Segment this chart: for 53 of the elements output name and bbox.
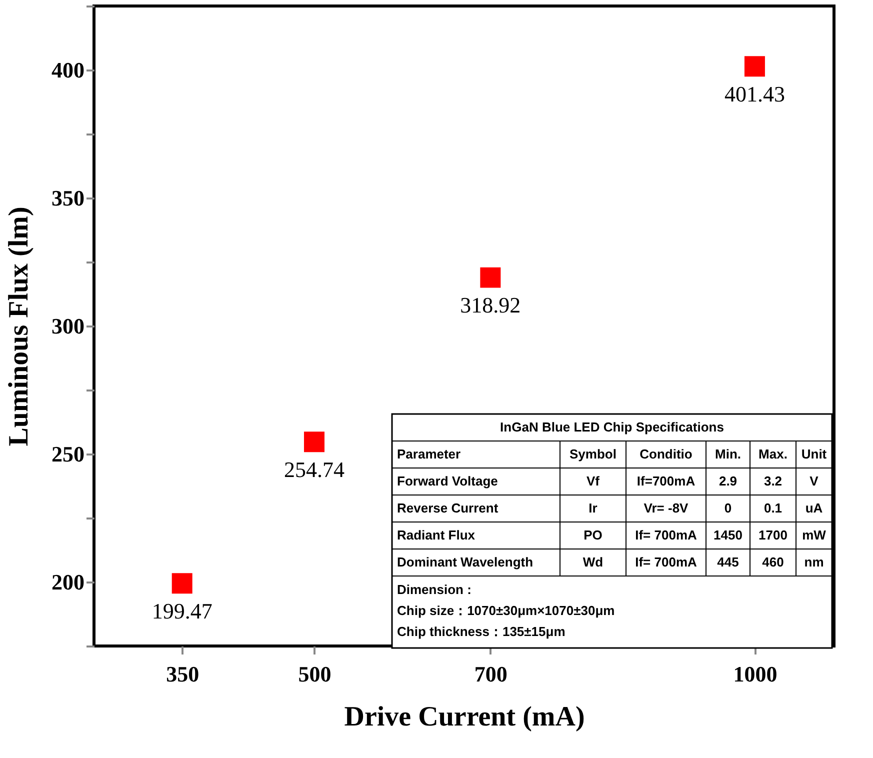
- data-label: 254.74: [284, 456, 344, 482]
- data-label: 318.92: [460, 292, 521, 318]
- x-tick-label: 500: [298, 662, 332, 686]
- y-tick-label: 350: [52, 186, 84, 210]
- annotation: Parameter: [397, 446, 461, 462]
- annotation: Min.: [715, 446, 741, 462]
- point: [744, 56, 765, 77]
- annotation: 0: [724, 500, 732, 516]
- annotation: Conditio: [640, 446, 692, 462]
- annotation: 1700: [758, 528, 788, 542]
- annotation: Dimension :: [397, 582, 472, 597]
- annotation: 0.1: [764, 500, 782, 516]
- annotation: Ir: [588, 500, 598, 516]
- annotation: V: [810, 474, 819, 488]
- annotation: 460: [762, 554, 784, 570]
- y-axis-title: Luminous Flux (lm): [4, 206, 34, 446]
- y-tick-label: 300: [52, 314, 84, 338]
- annotation: Vf: [586, 474, 600, 488]
- annotation: PO: [584, 528, 602, 542]
- annotation: Dominant Wavelength: [397, 554, 534, 570]
- data-label: 199.47: [152, 598, 212, 624]
- y-tick-label: 250: [52, 442, 84, 466]
- annotation: If= 700mA: [635, 554, 698, 570]
- annotation: Vr= -8V: [644, 500, 689, 516]
- annotation: Max.: [758, 446, 788, 462]
- annotation: nm: [804, 554, 824, 570]
- annotation: 3.2: [764, 474, 782, 488]
- point: [304, 432, 324, 452]
- y-tick-label: 200: [52, 570, 84, 594]
- point: [172, 573, 192, 594]
- annotation: mW: [802, 528, 827, 542]
- annotation: If=700mA: [636, 474, 696, 488]
- annotation: 1450: [714, 528, 742, 542]
- point: [480, 267, 501, 288]
- annotation: Radiant Flux: [397, 528, 476, 542]
- y-tick-label: 400: [52, 58, 84, 82]
- x-axis-title: Drive Current (mA): [344, 702, 585, 732]
- annotation: InGaN Blue LED Chip Specifications: [500, 420, 724, 434]
- x-tick-label: 350: [166, 662, 200, 686]
- annotation: Symbol: [570, 446, 616, 462]
- annotation: 2.9: [718, 474, 738, 488]
- data-label: 401.43: [724, 81, 785, 106]
- annotation: uA: [805, 500, 824, 516]
- annotation: If= 700mA: [635, 528, 698, 542]
- x-tick-label: 700: [474, 662, 508, 686]
- annotation: 445: [717, 554, 739, 570]
- annotation: Chip thickness：135±15μm: [397, 624, 566, 639]
- annotation: Reverse Current: [397, 500, 499, 516]
- annotation: Wd: [582, 554, 604, 570]
- annotation: Forward Voltage: [397, 474, 498, 488]
- annotation: Unit: [801, 446, 828, 462]
- x-tick-label: 1000: [733, 662, 778, 686]
- annotation: Chip size：1070±30μm×1070±30μm: [397, 603, 615, 618]
